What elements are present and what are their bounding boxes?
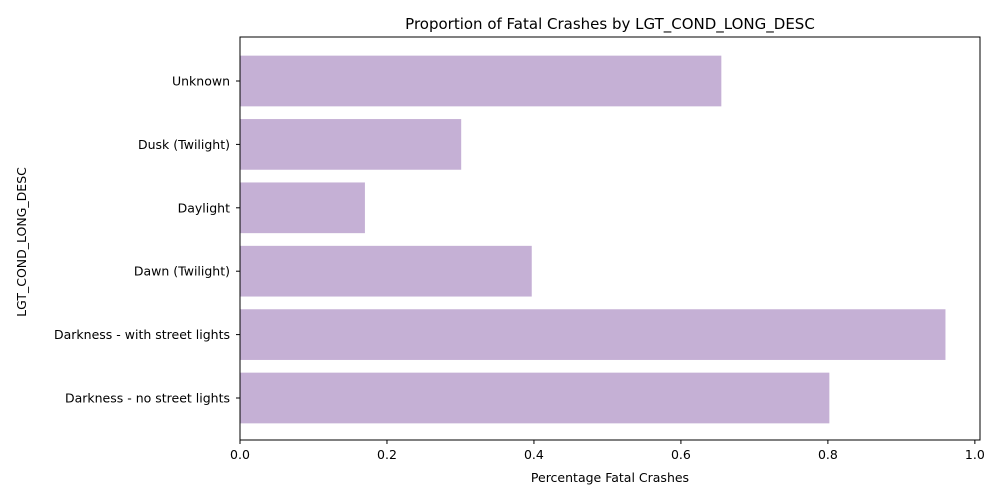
y-tick-label: Daylight	[178, 200, 230, 215]
chart-title: Proportion of Fatal Crashes by LGT_COND_…	[405, 15, 815, 34]
y-tick-label: Unknown	[172, 74, 230, 89]
x-tick-label: 0.0	[230, 447, 250, 462]
plot-frame	[239, 36, 981, 441]
y-tick-label: Dawn (Twilight)	[134, 264, 230, 279]
x-axis-label: Percentage Fatal Crashes	[531, 470, 689, 485]
x-tick-label: 0.6	[671, 447, 691, 462]
y-axis-label: LGT_COND_LONG_DESC	[14, 167, 29, 317]
y-tick-label: Darkness - no street lights	[65, 391, 230, 406]
bar	[240, 372, 830, 424]
bars-group	[240, 55, 946, 424]
x-tick-label: 1.0	[965, 447, 985, 462]
x-tick-label: 0.8	[818, 447, 838, 462]
bar	[240, 309, 946, 360]
y-tick-label: Dusk (Twilight)	[138, 137, 230, 152]
bar	[240, 245, 532, 297]
bar	[240, 119, 462, 170]
y-tick-label: Darkness - with street lights	[54, 327, 230, 342]
x-axis-ticks: 0.0 0.2 0.4 0.6 0.8 1.0	[230, 440, 985, 462]
bar	[240, 55, 722, 107]
y-axis-ticks: Darkness - no street lights Darkness - wi…	[54, 74, 240, 406]
x-tick-label: 0.2	[377, 447, 397, 462]
x-tick-label: 0.4	[524, 447, 544, 462]
bar	[240, 182, 365, 234]
